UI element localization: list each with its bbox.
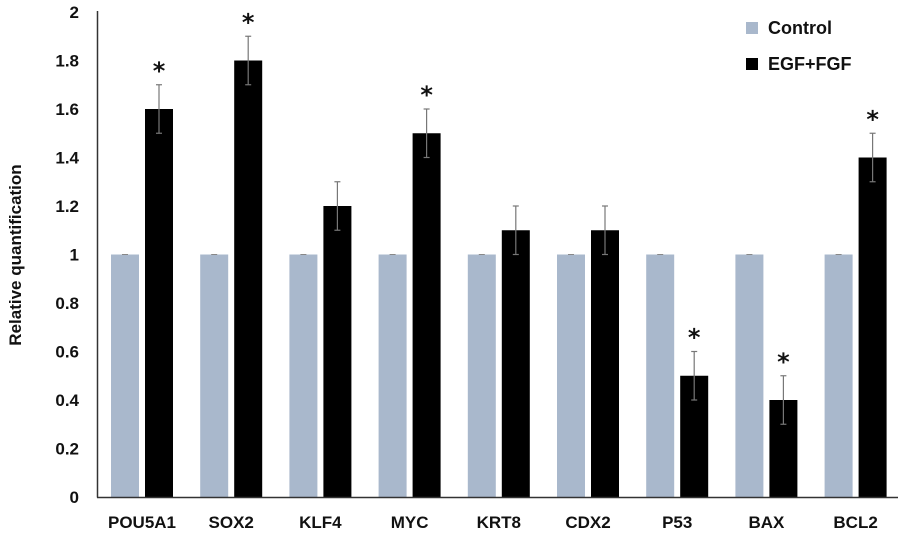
bar-control-cdx2: [557, 254, 585, 497]
significance-star: *: [153, 57, 166, 85]
bar-egf-fgf-sox2: [234, 60, 263, 497]
significance-star: *: [777, 348, 790, 376]
x-category-label: SOX2: [209, 513, 254, 532]
bar-control-klf4: [289, 254, 318, 497]
x-category-label: BCL2: [833, 513, 877, 532]
legend-label: Control: [768, 18, 832, 38]
y-axis-title: Relative quantification: [6, 164, 25, 345]
significance-star: *: [866, 105, 879, 133]
x-category-label: KLF4: [299, 513, 342, 532]
legend-swatch-egf-fgf: [746, 58, 758, 70]
significance-star: *: [242, 8, 255, 36]
y-tick-label: 1.6: [55, 100, 79, 119]
y-tick-label: 1.4: [55, 149, 79, 168]
bar-egf-fgf-klf4: [323, 206, 352, 497]
y-tick-label: 0: [70, 488, 79, 507]
x-category-label: P53: [662, 513, 692, 532]
bar-control-bax: [735, 254, 764, 497]
y-axis-label: Relative quantification: [6, 164, 25, 345]
x-category-label: MYC: [391, 513, 429, 532]
y-tick-label: 1.2: [55, 197, 79, 216]
bar-control-bcl2: [824, 254, 853, 497]
y-tick-label: 1.8: [55, 52, 79, 71]
x-category-label: POU5A1: [108, 513, 176, 532]
significance-star: *: [420, 81, 433, 109]
bar-control-myc: [378, 254, 407, 497]
bar-egf-fgf-pou5a1: [145, 109, 173, 497]
bar-control-p53: [646, 254, 675, 497]
bar-control-krt8: [467, 254, 496, 497]
y-tick-label: 0.8: [55, 294, 79, 313]
y-tick-label: 1: [70, 246, 79, 265]
bar-control-pou5a1: [111, 254, 139, 497]
legend-swatch-control: [746, 22, 758, 34]
y-axis-ticks: 0 0.2 0.4 0.6 0.8 1 1.2 1.4 1.6 1.8 2: [55, 3, 79, 507]
y-tick-label: 0.4: [55, 391, 79, 410]
bar-egf-fgf-bcl2: [858, 157, 887, 497]
bar-egf-fgf-krt8: [501, 230, 530, 497]
x-category-label: CDX2: [565, 513, 610, 532]
x-axis-labels: POU5A1 SOX2 KLF4 MYC KRT8 CDX2 P53 BAX BCL2: [108, 513, 878, 532]
y-tick-label: 0.6: [55, 343, 79, 362]
significance-markers: * * * * * *: [153, 8, 880, 376]
bar-egf-fgf-myc: [412, 133, 441, 497]
y-tick-label: 0.2: [55, 440, 79, 459]
significance-star: *: [688, 324, 701, 352]
x-category-label: BAX: [748, 513, 785, 532]
bar-egf-fgf-cdx2: [591, 230, 619, 497]
bar-control-sox2: [200, 254, 229, 497]
bars: [111, 60, 887, 497]
error-bars: [122, 35, 876, 425]
legend-label: EGF+FGF: [768, 54, 852, 74]
legend: Control EGF+FGF: [746, 18, 852, 74]
x-category-label: KRT8: [477, 513, 521, 532]
y-tick-label: 2: [70, 3, 79, 22]
